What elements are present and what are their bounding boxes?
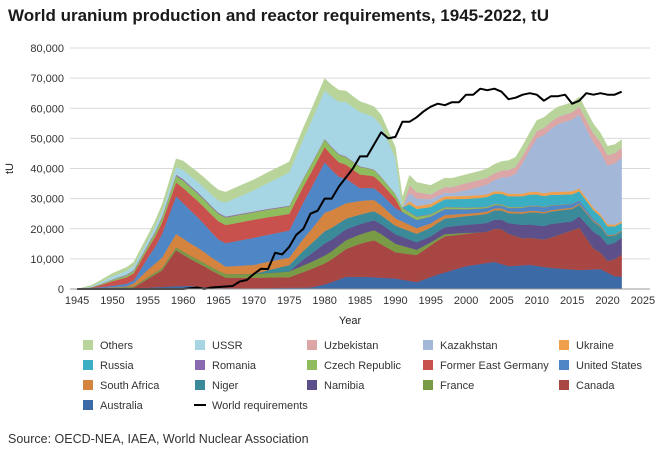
x-tick-label: 2020 (595, 295, 619, 307)
legend-item-former-east-germany: Former East Germany (423, 360, 549, 372)
x-tick-label: 2010 (525, 295, 549, 307)
legend-label: Russia (100, 360, 135, 372)
x-tick-label: 1950 (100, 295, 124, 307)
y-tick-label: 0 (58, 284, 64, 296)
y-tick-label: 20,000 (30, 224, 64, 236)
requirements-line (77, 87, 623, 290)
legend-item-others: Others (83, 340, 134, 352)
legend-label: Ukraine (576, 340, 614, 352)
legend: Others USSR Uzbekistan Kazakhstan Ukraine Rus… (83, 340, 643, 412)
source-note: Source: OECD-NEA, IAEA, World Nuclear As… (8, 432, 309, 446)
x-axis: 1945 1950 1955 1960 1965 1970 1975 1980 1985 1990… (65, 288, 655, 307)
legend-swatch (559, 340, 569, 350)
legend-item-namibia: Namibia (307, 380, 365, 392)
x-tick-label: 1985 (348, 295, 372, 307)
legend-swatch (307, 380, 317, 390)
legend-label: France (440, 380, 474, 392)
legend-label: Czech Republic (324, 360, 402, 372)
legend-swatch (307, 340, 317, 350)
legend-swatch (423, 360, 433, 370)
legend-label: Kazakhstan (440, 340, 497, 352)
x-tick-label: 1970 (242, 295, 266, 307)
legend-label: Former East Germany (440, 360, 549, 372)
x-tick-label: 2015 (560, 295, 584, 307)
y-tick-label: 60,000 (30, 103, 64, 115)
legend-item-world-requirements: World requirements (194, 400, 308, 412)
legend-label: Romania (212, 360, 257, 372)
legend-item-france: France (423, 380, 474, 392)
y-tick-label: 50,000 (30, 133, 64, 145)
legend-item-czech-republic: Czech Republic (307, 360, 402, 372)
y-tick-label: 10,000 (30, 254, 64, 266)
legend-swatch (83, 400, 93, 410)
legend-label: USSR (212, 340, 243, 352)
legend-item-united-states: United States (559, 360, 643, 372)
legend-swatch (83, 380, 93, 390)
legend-swatch (559, 360, 569, 370)
x-tick-label: 1955 (136, 295, 160, 307)
legend-item-canada: Canada (559, 380, 615, 392)
legend-label: Namibia (324, 380, 365, 392)
legend-item-niger: Niger (195, 380, 239, 392)
x-tick-label: 1995 (418, 295, 442, 307)
legend-item-ukraine: Ukraine (559, 340, 614, 352)
legend-swatch (83, 360, 93, 370)
legend-swatch (195, 340, 205, 350)
legend-item-kazakhstan: Kazakhstan (423, 340, 497, 352)
legend-swatch (195, 360, 205, 370)
legend-item-ussr: USSR (195, 340, 243, 352)
x-tick-label: 2005 (489, 295, 513, 307)
legend-label: Canada (576, 380, 615, 392)
legend-swatch (195, 380, 205, 390)
x-tick-label: 1965 (206, 295, 230, 307)
legend-label: Uzbekistan (324, 340, 378, 352)
area-others (77, 78, 622, 290)
legend-label: United States (576, 360, 643, 372)
legend-item-uzbekistan: Uzbekistan (307, 340, 378, 352)
legend-swatch (559, 380, 569, 390)
legend-label: World requirements (212, 400, 308, 412)
x-tick-label: 2025 (631, 295, 655, 307)
y-tick-label: 40,000 (30, 164, 64, 176)
legend-item-australia: Australia (83, 400, 144, 412)
legend-label: Others (100, 340, 134, 352)
y-tick-label: 70,000 (30, 73, 64, 85)
x-tick-label: 2000 (454, 295, 478, 307)
y-tick-label: 30,000 (30, 194, 64, 206)
legend-swatch (423, 340, 433, 350)
legend-item-south-africa: South Africa (83, 380, 160, 392)
y-tick-label: 80,000 (30, 43, 64, 55)
legend-swatch (83, 340, 93, 350)
chart-title: World uranium production and reactor req… (8, 6, 549, 25)
legend-label: South Africa (100, 380, 160, 392)
y-axis-label: tU (4, 163, 16, 174)
line-world-requirements (77, 87, 623, 290)
legend-item-russia: Russia (83, 360, 135, 372)
legend-label: Niger (212, 380, 239, 392)
stacked-areas (77, 78, 622, 290)
x-tick-label: 1960 (171, 295, 195, 307)
legend-item-romania: Romania (195, 360, 257, 372)
x-tick-label: 1980 (312, 295, 336, 307)
x-axis-label: Year (339, 315, 362, 327)
y-axis: 0 10,000 20,000 30,000 40,000 50,000 60,000 70,… (30, 43, 64, 296)
x-tick-label: 1990 (383, 295, 407, 307)
legend-swatch (423, 380, 433, 390)
x-tick-label: 1945 (65, 295, 89, 307)
legend-label: Australia (100, 400, 144, 412)
legend-swatch (307, 360, 317, 370)
x-tick-label: 1975 (277, 295, 301, 307)
